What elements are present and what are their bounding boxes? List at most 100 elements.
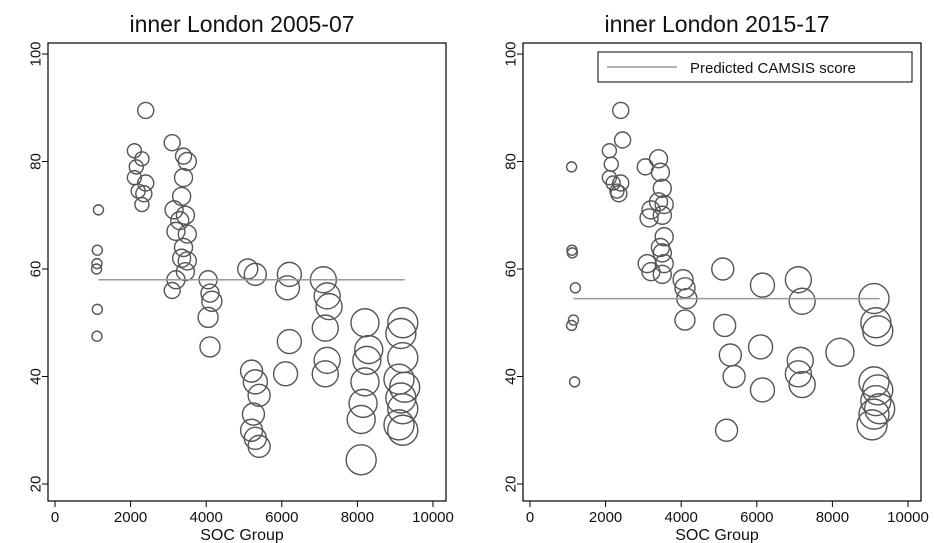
scatter-point bbox=[200, 283, 220, 303]
scatter-point bbox=[313, 346, 341, 375]
x-tick-label: 8000 bbox=[341, 509, 374, 526]
x-tick-label: 2000 bbox=[589, 509, 622, 526]
scatter-markers bbox=[565, 101, 896, 442]
scatter-point bbox=[276, 328, 303, 355]
scatter-point bbox=[91, 330, 103, 342]
x-tick-label: 6000 bbox=[740, 509, 773, 526]
scatter-point bbox=[239, 359, 264, 383]
scatter-point bbox=[747, 334, 774, 360]
scatter-point bbox=[92, 204, 105, 216]
panel-inner-london-2005-07: inner London 2005-07 SOC Group 0 2000 4000… bbox=[28, 11, 454, 543]
scatter-point bbox=[652, 243, 672, 263]
scatter-point bbox=[90, 263, 103, 275]
scatter-point bbox=[174, 147, 193, 165]
panel-inner-london-2015-17: inner London 2015-17 SOC Group 0 2000 4000… bbox=[503, 11, 929, 543]
scatter-point bbox=[134, 151, 150, 167]
scatter-point bbox=[712, 313, 737, 338]
scatter-point bbox=[714, 418, 739, 442]
y-tick-label: 60 bbox=[28, 261, 45, 278]
scatter-point bbox=[345, 444, 377, 476]
scatter-point bbox=[784, 360, 813, 388]
plot-frame bbox=[47, 42, 447, 502]
scatter-point bbox=[652, 264, 672, 285]
scatter-point bbox=[242, 369, 269, 395]
scatter-point bbox=[648, 149, 669, 169]
scatter-point bbox=[137, 174, 155, 192]
scatter-point bbox=[91, 257, 103, 270]
x-tick-label: 4000 bbox=[665, 509, 698, 526]
scatter-point bbox=[128, 159, 144, 175]
scatter-point bbox=[243, 262, 268, 287]
scatter-point bbox=[749, 377, 776, 403]
scatter-point bbox=[566, 247, 579, 259]
scatter-point bbox=[788, 370, 816, 399]
scatter-point bbox=[784, 266, 813, 294]
x-tick-label: 4000 bbox=[190, 509, 223, 526]
scatter-point bbox=[610, 185, 628, 203]
y-tick-label: 80 bbox=[28, 153, 45, 170]
scatter-point bbox=[722, 364, 746, 389]
scatter-point bbox=[199, 336, 221, 358]
scatter-point bbox=[350, 367, 380, 397]
scatter-point bbox=[352, 345, 382, 376]
scatter-point bbox=[135, 185, 153, 203]
y-tick-label: 100 bbox=[28, 41, 45, 66]
scatter-point bbox=[788, 287, 816, 315]
scatter-point bbox=[858, 366, 890, 398]
x-tick-label: 8000 bbox=[816, 509, 849, 526]
x-tick-label: 0 bbox=[51, 509, 59, 526]
scatter-point bbox=[612, 101, 630, 120]
y-tick-label: 20 bbox=[28, 476, 45, 493]
scatter-point bbox=[641, 200, 661, 220]
scatter-point bbox=[654, 227, 674, 247]
scatter-point bbox=[311, 314, 339, 342]
scatter-point bbox=[315, 292, 343, 321]
scatter-point bbox=[674, 309, 696, 331]
scatter-point bbox=[652, 178, 672, 199]
scatter-point bbox=[860, 384, 892, 417]
scatter-point bbox=[241, 402, 266, 426]
scatter-point bbox=[385, 317, 417, 350]
legend: Predicted CAMSIS score bbox=[597, 51, 913, 83]
scatter-point bbox=[197, 306, 219, 329]
scatter-point bbox=[354, 334, 384, 365]
scatter-point bbox=[163, 281, 181, 300]
scatter-point bbox=[565, 161, 578, 173]
scatter-point bbox=[641, 261, 661, 282]
scatter-point bbox=[711, 257, 735, 281]
scatter-point bbox=[166, 221, 186, 242]
scatter-point bbox=[567, 314, 580, 326]
x-tick-label: 6000 bbox=[265, 509, 298, 526]
scatter-point bbox=[612, 174, 630, 192]
scatter-point bbox=[173, 237, 194, 258]
scatter-point bbox=[862, 315, 894, 347]
scatter-point bbox=[91, 244, 104, 256]
axis-ticks: 0 2000 4000 6000 8000 10000 20 40 60 80 100 bbox=[28, 41, 454, 526]
scatter-point bbox=[177, 224, 198, 244]
y-tick-label: 100 bbox=[503, 41, 520, 66]
y-tick-label: 60 bbox=[503, 261, 520, 278]
panel-title: inner London 2015-17 bbox=[604, 11, 829, 37]
scatter-point bbox=[173, 167, 194, 188]
scatter-point bbox=[862, 374, 894, 406]
scatter-point bbox=[175, 205, 196, 225]
x-tick-label: 10000 bbox=[887, 509, 929, 526]
scatter-point bbox=[313, 282, 341, 310]
x-tick-label: 0 bbox=[526, 509, 534, 526]
scatter-point bbox=[613, 131, 632, 149]
scatter-point bbox=[601, 169, 618, 186]
scatter-point bbox=[171, 248, 192, 268]
scatter-point bbox=[276, 261, 303, 288]
scatter-point bbox=[311, 360, 339, 388]
scatter-point bbox=[177, 151, 198, 172]
scatter-point bbox=[134, 196, 150, 213]
scatter-point bbox=[825, 337, 855, 368]
scatter-point bbox=[272, 361, 299, 387]
scatter-point bbox=[858, 398, 890, 430]
scatter-point bbox=[856, 409, 888, 441]
scatter-point bbox=[568, 376, 581, 388]
scatter-point bbox=[565, 319, 578, 332]
y-tick-label: 40 bbox=[503, 368, 520, 385]
scatter-point bbox=[346, 404, 376, 435]
scatter-point bbox=[247, 434, 271, 459]
